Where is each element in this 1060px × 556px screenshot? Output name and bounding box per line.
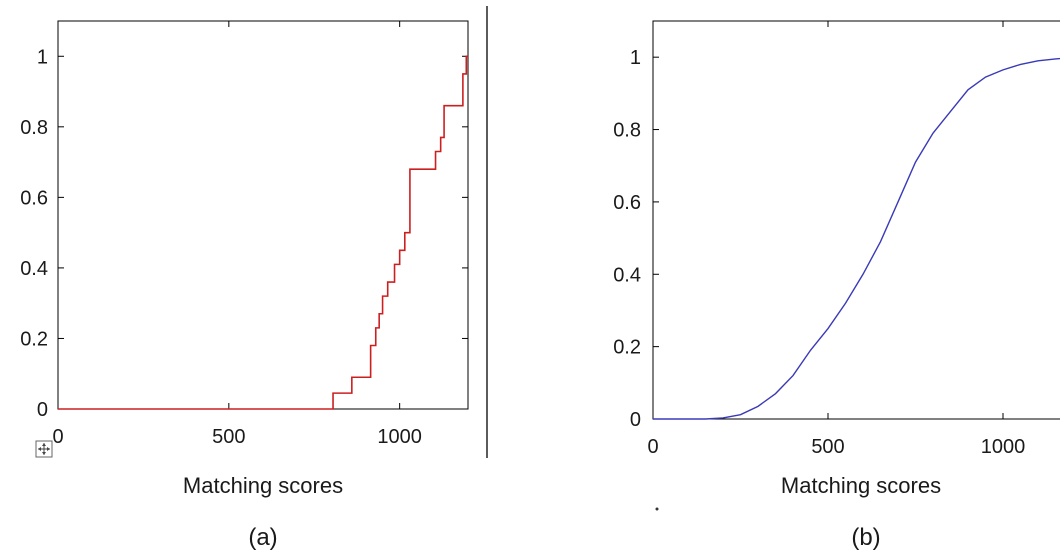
tick-labels-a: 0 500 1000 0 0.2 0.4 0.6 0.8 1 [20, 46, 422, 448]
x-axis-label-b: Matching scores [781, 473, 941, 498]
x-tick-label: 500 [811, 436, 844, 458]
panel-a: 0 500 1000 0 0.2 0.4 0.6 0.8 1 Matching scores (… [20, 20, 469, 551]
x-tick-label: 0 [52, 426, 63, 448]
x-tick-label: 1000 [981, 436, 1026, 458]
panel-b: 0 500 1000 0 0.2 0.4 0.6 0.8 1 Matching scores (… [613, 20, 1060, 551]
y-tick-label: 0.6 [20, 187, 48, 209]
x-tick-label: 1000 [377, 426, 422, 448]
y-tick-label: 0.4 [613, 264, 641, 286]
ticks-a [57, 21, 468, 410]
x-tick-label: 500 [212, 426, 245, 448]
y-tick-label: 0.4 [20, 258, 48, 280]
ticks-b [652, 21, 1004, 420]
y-tick-label: 0.6 [613, 192, 641, 214]
panel-label-b: (b) [851, 524, 880, 551]
y-tick-label: 0.2 [613, 337, 641, 359]
tick-labels-b: 0 500 1000 0 0.2 0.4 0.6 0.8 1 [613, 47, 1025, 458]
y-tick-label: 0.2 [20, 328, 48, 350]
x-axis-label-a: Matching scores [183, 473, 343, 498]
y-tick-label: 1 [37, 46, 48, 68]
series-line-a [58, 55, 468, 410]
y-tick-label: 0 [630, 409, 641, 431]
plot-frame-a [57, 20, 469, 410]
series-line-b [653, 57, 1060, 420]
y-tick-label: 0.8 [20, 117, 48, 139]
y-tick-label: 0.8 [613, 120, 641, 142]
x-tick-label: 0 [647, 436, 658, 458]
plot-frame-b [652, 20, 1060, 420]
y-tick-label: 0 [37, 399, 48, 421]
move-cursor-icon [35, 440, 53, 458]
panel-label-a: (a) [248, 524, 277, 551]
stray-dot [655, 507, 659, 511]
y-tick-label: 1 [630, 47, 641, 69]
